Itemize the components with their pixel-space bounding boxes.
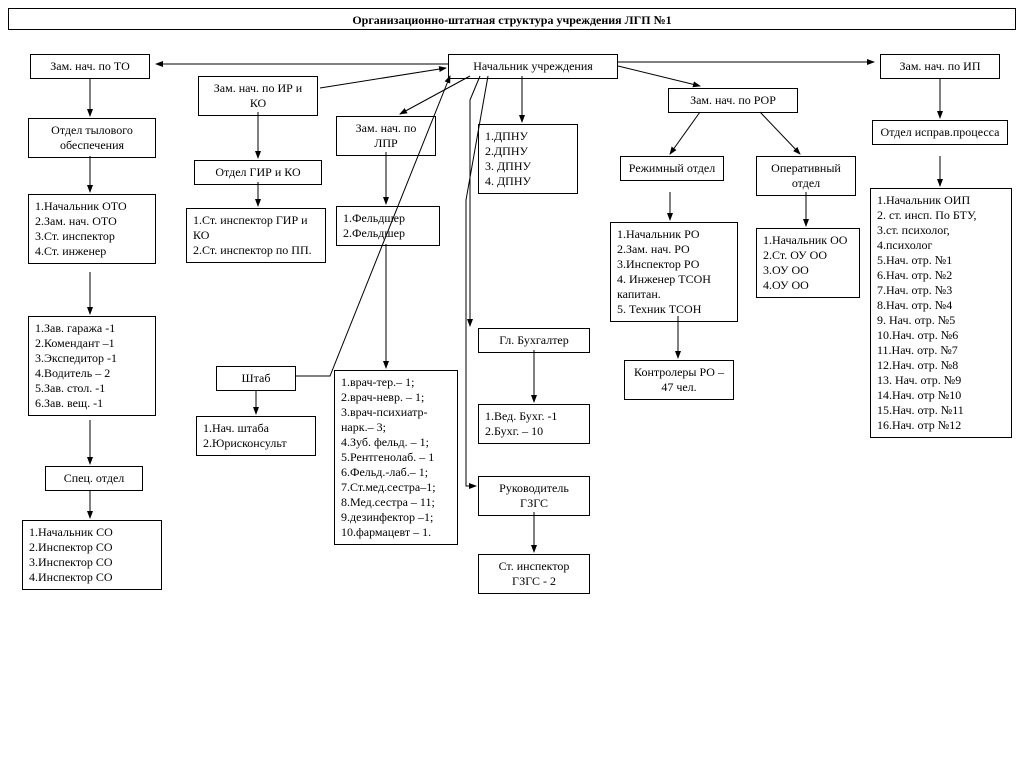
node-zam-ip: Зам. нач. по ИП (880, 54, 1000, 79)
node-kontrol: Контролеры РО – 47 чел. (624, 360, 734, 400)
node-gzgs: Руководитель ГЗГС (478, 476, 590, 516)
node-shtab: Штаб (216, 366, 296, 391)
node-spec-list: 1.Начальник СО 2.Инспектор СО 3.Инспекто… (22, 520, 162, 590)
node-lpr-list: 1.Фельдшер 2.Фельдшер (336, 206, 440, 246)
node-otdel-tyl: Отдел тылового обеспечения (28, 118, 156, 158)
node-spec-otd: Спец. отдел (45, 466, 143, 491)
node-zam-ror: Зам. нач. по РОР (668, 88, 798, 113)
org-chart-canvas: Организационно-штатная структура учрежде… (0, 0, 1024, 767)
node-zam-ir: Зам. нач. по ИР и КО (198, 76, 318, 116)
title-box: Организационно-штатная структура учрежде… (8, 8, 1016, 30)
node-oip: Отдел исправ.процесса (872, 120, 1008, 145)
node-oip-list: 1.Начальник ОИП 2. ст. инсп. По БТУ, 3.с… (870, 188, 1012, 438)
node-zam-lpr: Зам. нач. по ЛПР (336, 116, 436, 156)
node-gir: Отдел ГИР и КО (194, 160, 322, 185)
node-oto-list: 1.Начальник ОТО 2.Зам. нач. ОТО 3.Ст. ин… (28, 194, 156, 264)
node-root: Начальник учреждения (448, 54, 618, 79)
node-dpnu: 1.ДПНУ 2.ДПНУ 3. ДПНУ 4. ДПНУ (478, 124, 578, 194)
node-gir-list: 1.Ст. инспектор ГИР и КО 2.Ст. инспектор… (186, 208, 326, 263)
node-gzgs-list: Ст. инспектор ГЗГС - 2 (478, 554, 590, 594)
node-oper: Оперативный отдел (756, 156, 856, 196)
node-rezh-list: 1.Начальник РО 2.Зам. нач. РО 3.Инспекто… (610, 222, 738, 322)
node-oper-list: 1.Начальник ОО 2.Ст. ОУ ОО 3.ОУ ОО 4.ОУ … (756, 228, 860, 298)
node-tyl-list2: 1.Зав. гаража -1 2.Комендант –1 3.Экспед… (28, 316, 156, 416)
node-buh: Гл. Бухгалтер (478, 328, 590, 353)
node-shtab-list: 1.Нач. штаба 2.Юрисконсульт (196, 416, 316, 456)
node-rezh: Режимный отдел (620, 156, 724, 181)
node-zam-to: Зам. нач. по ТО (30, 54, 150, 79)
node-med-list: 1.врач-тер.– 1; 2.врач-невр. – 1; 3.врач… (334, 370, 458, 545)
node-buh-list: 1.Вед. Бухг. -1 2.Бухг. – 10 (478, 404, 590, 444)
